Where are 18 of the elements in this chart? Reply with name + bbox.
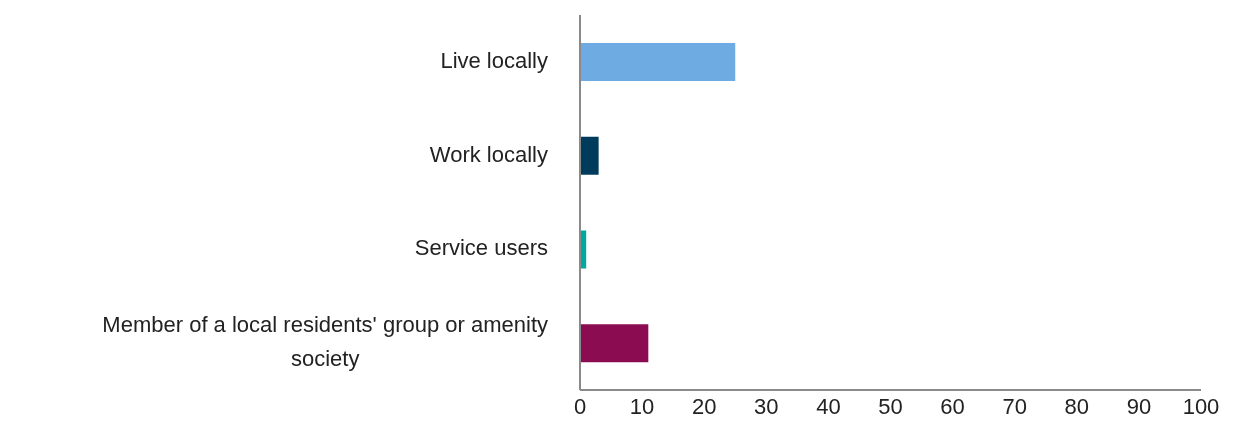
bar — [580, 324, 649, 363]
x-tick-label: 40 — [816, 393, 841, 419]
y-tick-label: Work locally — [429, 141, 548, 167]
x-tick-label: 90 — [1126, 393, 1152, 419]
x-tick-label: 0 — [573, 393, 587, 419]
x-tick-label: 80 — [1064, 393, 1090, 419]
x-tick-label: 70 — [1002, 393, 1027, 419]
x-tick-label: 100 — [1182, 393, 1220, 419]
x-tick-label: 50 — [878, 393, 903, 419]
y-tick-label: Service users — [414, 235, 548, 261]
x-tick-label: 10 — [629, 393, 655, 419]
x-tick-label: 20 — [691, 393, 717, 419]
bar — [580, 43, 736, 81]
bar — [580, 136, 599, 175]
y-tick-label: Live locally — [440, 47, 548, 73]
y-tick-label: Member of a local residents' group or amenity society — [102, 311, 549, 371]
x-tick-label: 30 — [754, 393, 779, 419]
x-tick-label: 60 — [940, 393, 965, 419]
